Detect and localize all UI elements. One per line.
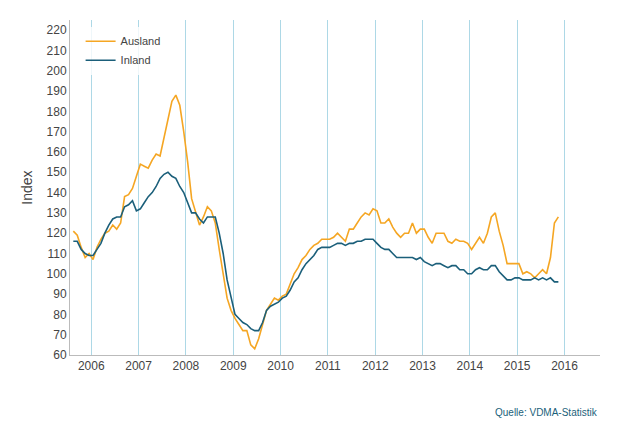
svg-text:80: 80 (53, 308, 67, 322)
svg-text:Quelle: VDMA-Statistik: Quelle: VDMA-Statistik (495, 407, 598, 418)
svg-text:Ausland: Ausland (121, 35, 161, 47)
svg-text:Inland: Inland (121, 54, 151, 66)
svg-text:2006: 2006 (78, 359, 105, 373)
svg-text:170: 170 (47, 125, 67, 139)
svg-text:70: 70 (53, 328, 67, 342)
svg-text:2013: 2013 (409, 359, 436, 373)
svg-text:210: 210 (47, 44, 67, 58)
svg-text:2014: 2014 (457, 359, 484, 373)
svg-text:2010: 2010 (267, 359, 294, 373)
svg-text:Index: Index (19, 170, 35, 204)
svg-text:2008: 2008 (173, 359, 200, 373)
svg-text:100: 100 (47, 267, 67, 281)
svg-text:180: 180 (47, 105, 67, 119)
svg-text:120: 120 (47, 226, 67, 240)
svg-text:140: 140 (47, 186, 67, 200)
svg-text:2007: 2007 (125, 359, 152, 373)
svg-text:160: 160 (47, 145, 67, 159)
svg-text:190: 190 (47, 84, 67, 98)
svg-text:200: 200 (47, 64, 67, 78)
svg-text:2011: 2011 (315, 359, 341, 373)
svg-text:2015: 2015 (504, 359, 531, 373)
svg-text:2012: 2012 (362, 359, 389, 373)
svg-text:110: 110 (47, 247, 66, 261)
svg-text:60: 60 (53, 348, 67, 362)
svg-text:220: 220 (47, 23, 67, 37)
svg-text:2016: 2016 (551, 359, 578, 373)
svg-text:2009: 2009 (220, 359, 247, 373)
svg-text:130: 130 (47, 206, 67, 220)
svg-text:150: 150 (47, 165, 67, 179)
svg-text:90: 90 (53, 287, 67, 301)
